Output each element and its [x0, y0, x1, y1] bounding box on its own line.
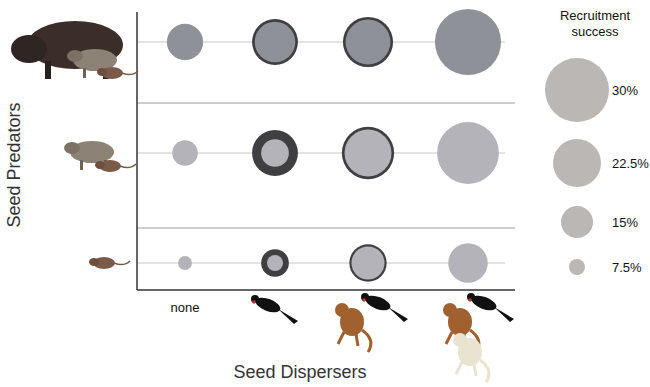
legend-bubble: [561, 206, 593, 238]
bubble: [351, 246, 384, 279]
legend-bubble: [569, 259, 585, 275]
icon-mouse: [89, 257, 130, 269]
bubble: [435, 9, 501, 75]
bubble: [448, 243, 487, 282]
bubbles: [167, 9, 501, 283]
icon-mouse: [95, 160, 136, 172]
bubble: [261, 139, 289, 167]
bubble: [437, 122, 499, 184]
legend-label: 15%: [612, 215, 638, 230]
icon-mouse: [97, 67, 138, 79]
y-axis-title: Seed Predators: [4, 102, 24, 227]
legend-title-line: Recruitment: [560, 8, 630, 23]
row-separator: [137, 228, 515, 229]
legend-title: Recruitmentsuccess: [560, 8, 630, 39]
legend-bubble: [545, 58, 609, 122]
icon-guan: [361, 293, 408, 322]
bubble: [267, 255, 283, 271]
bubble: [178, 256, 192, 270]
bubble: [346, 20, 391, 65]
row-separator: [137, 103, 515, 104]
bubble-ring: [261, 249, 289, 277]
icon-monkey: [453, 333, 489, 382]
x-axis-title: Seed Dispersers: [233, 362, 366, 382]
icon-guan: [251, 295, 298, 324]
bubble-ring: [252, 19, 298, 65]
chart: none Seed Dispersers Seed Predators Recruit…: [0, 0, 650, 387]
legend-label: 22.5%: [612, 156, 649, 171]
bubble-ring: [252, 130, 298, 176]
bubble-ring: [342, 127, 394, 179]
legend-label: 7.5%: [612, 260, 642, 275]
legend-label: 30%: [612, 83, 638, 98]
x-tick-label: none: [171, 300, 200, 315]
icon-guan: [467, 293, 514, 322]
y-axis: [136, 12, 138, 290]
x-axis: [137, 289, 515, 291]
legend-bubble: [553, 139, 601, 187]
bubble: [345, 130, 392, 177]
bubble-ring: [349, 244, 386, 281]
bubble: [255, 22, 296, 63]
bubble-ring: [343, 17, 393, 67]
bubble: [167, 24, 203, 60]
bubble: [172, 140, 198, 166]
icon-monkey: [335, 303, 371, 352]
icon-peccary: [11, 21, 123, 79]
legend-title-line: success: [572, 24, 619, 39]
